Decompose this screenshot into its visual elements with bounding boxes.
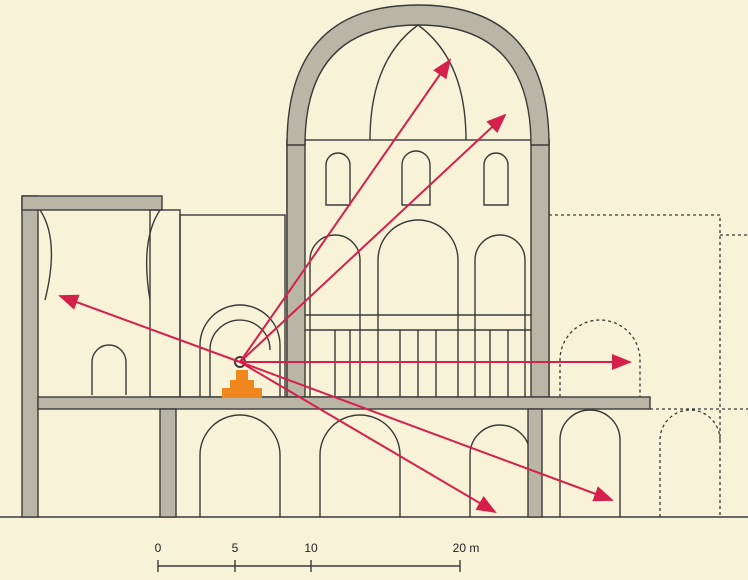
- background: [0, 0, 748, 580]
- scale-label: 20 m: [453, 541, 480, 555]
- scale-label: 0: [155, 541, 162, 555]
- scale-label: 5: [232, 541, 239, 555]
- scale-label: 10: [304, 541, 318, 555]
- section-drawing: 0 5 10 20 m: [0, 0, 748, 580]
